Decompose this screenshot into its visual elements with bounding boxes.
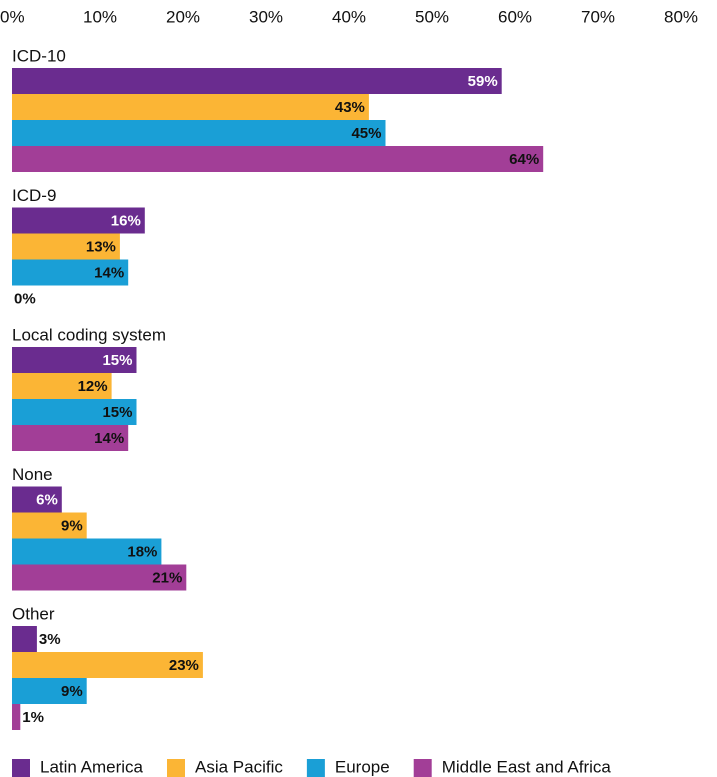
category-label: None xyxy=(12,465,53,484)
x-tick-label: 30% xyxy=(249,7,283,26)
x-tick-label: 10% xyxy=(83,7,117,26)
value-label: 15% xyxy=(102,352,132,369)
x-tick-label: 70% xyxy=(581,7,615,26)
bar xyxy=(12,652,203,678)
bar xyxy=(12,399,137,425)
value-label: 1% xyxy=(22,709,44,726)
bar xyxy=(12,704,21,730)
x-tick-label: 20% xyxy=(166,7,200,26)
x-tick-label: 40% xyxy=(332,7,366,26)
value-label: 23% xyxy=(169,657,199,674)
legend-swatch xyxy=(306,759,325,777)
x-tick-label: 80% xyxy=(664,7,698,26)
legend-label: Latin America xyxy=(40,757,144,776)
legend-swatch xyxy=(167,759,185,777)
value-label: 6% xyxy=(36,491,58,508)
x-tick-label: 0% xyxy=(0,7,25,26)
value-label: 59% xyxy=(468,73,498,90)
bar xyxy=(12,146,544,172)
value-label: 14% xyxy=(94,430,124,447)
bar xyxy=(12,373,112,399)
bar xyxy=(12,207,145,234)
value-label: 64% xyxy=(509,151,539,168)
bar xyxy=(12,425,129,451)
x-tick-label: 50% xyxy=(415,7,449,26)
bar xyxy=(12,259,129,286)
value-label: 0% xyxy=(14,290,36,307)
value-label: 3% xyxy=(39,631,61,648)
bar xyxy=(12,626,37,652)
value-label: 15% xyxy=(102,404,132,421)
legend-label: Asia Pacific xyxy=(195,757,283,776)
bar xyxy=(12,120,386,146)
bar xyxy=(12,233,120,260)
value-label: 16% xyxy=(111,212,141,229)
legend-label: Middle East and Africa xyxy=(442,757,612,776)
value-label: 9% xyxy=(61,517,83,534)
value-label: 14% xyxy=(94,264,124,281)
bar xyxy=(12,512,87,539)
bar xyxy=(12,94,369,120)
value-label: 9% xyxy=(61,683,83,700)
bar xyxy=(12,564,187,591)
legend-swatch xyxy=(413,759,432,777)
bar xyxy=(12,538,162,565)
bar xyxy=(12,678,87,704)
bar xyxy=(12,486,62,513)
value-label: 13% xyxy=(86,238,116,255)
category-label: ICD-9 xyxy=(12,186,56,205)
category-label: ICD-10 xyxy=(12,46,66,65)
value-label: 45% xyxy=(351,125,381,142)
value-label: 12% xyxy=(78,378,108,395)
legend-label: Europe xyxy=(335,757,390,776)
value-label: 21% xyxy=(152,569,182,586)
legend-swatch xyxy=(12,759,30,777)
value-label: 18% xyxy=(127,543,157,560)
value-label: 43% xyxy=(335,99,365,116)
category-label: Local coding system xyxy=(12,325,166,344)
category-label: Other xyxy=(12,604,55,623)
bar xyxy=(12,347,137,373)
x-tick-label: 60% xyxy=(498,7,532,26)
bar xyxy=(12,68,502,94)
